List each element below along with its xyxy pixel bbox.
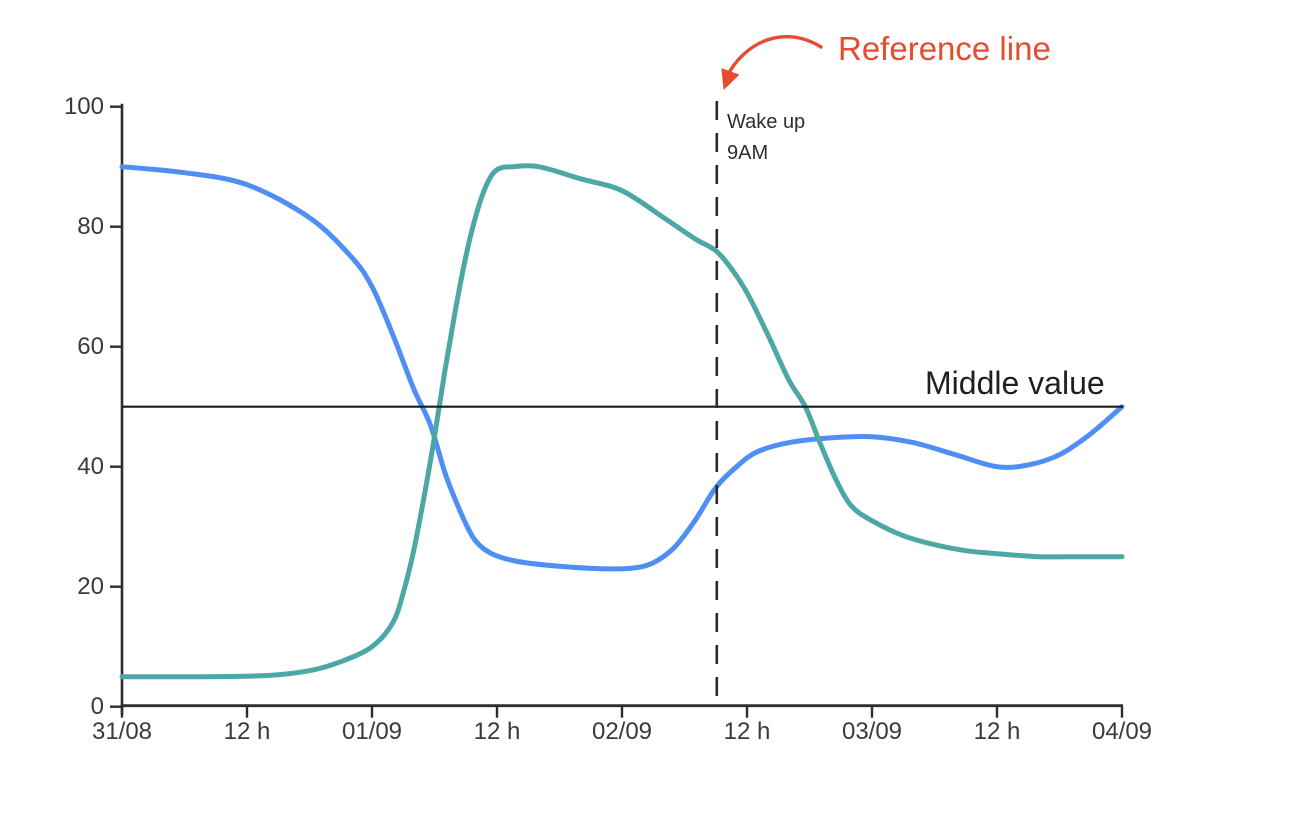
reference-line-label-wakeup: Wake up bbox=[727, 111, 806, 133]
x-tick-label: 12 h bbox=[973, 718, 1021, 745]
x-tick-label: 31/08 bbox=[91, 718, 153, 745]
teal-series-line bbox=[119, 163, 1125, 680]
callout-arrowhead bbox=[721, 68, 740, 90]
reference-line-callout-label: Reference line bbox=[838, 30, 1051, 67]
y-tick-label: 20 bbox=[77, 572, 104, 600]
y-tick-label: 60 bbox=[77, 332, 104, 360]
y-tick-label: 100 bbox=[63, 92, 104, 120]
y-tick-label: 0 bbox=[90, 692, 104, 720]
x-tick-label: 12 h bbox=[473, 718, 521, 745]
y-tick-label: 80 bbox=[77, 212, 104, 240]
y-tick-label: 40 bbox=[77, 452, 104, 480]
x-tick-label: 12 h bbox=[223, 718, 271, 745]
x-tick-label: 02/09 bbox=[591, 718, 653, 745]
blue-series-line bbox=[119, 164, 1125, 572]
x-tick-label: 01/09 bbox=[341, 718, 403, 745]
x-tick-label: 04/09 bbox=[1091, 718, 1153, 745]
reference-line-label-9am: 9AM bbox=[727, 142, 769, 164]
callout-arrow-shaft bbox=[725, 35, 823, 78]
middle-value-label: Middle value bbox=[925, 365, 1105, 401]
x-tick-label: 03/09 bbox=[841, 718, 903, 745]
x-tick-label: 12 h bbox=[723, 718, 771, 745]
